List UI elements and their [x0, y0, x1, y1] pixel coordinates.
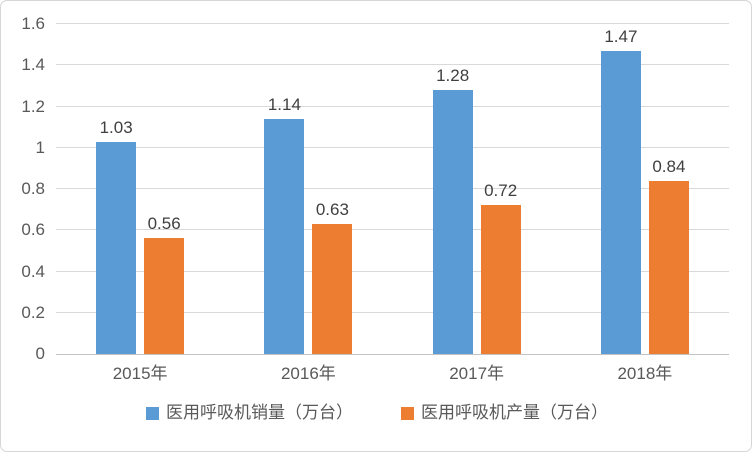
gridline — [56, 188, 729, 189]
gridline — [56, 64, 729, 66]
x-axis-line — [56, 354, 729, 355]
bar-value-label: 0.56 — [147, 214, 181, 233]
bar-series1-2016年 — [264, 119, 305, 354]
bar-series1-2018年 — [600, 51, 641, 354]
bar-value-label: 1.03 — [99, 118, 133, 137]
x-category-label: 2015年 — [112, 364, 168, 383]
bar-series1-2015年 — [96, 142, 137, 354]
y-tick-label: 1.2 — [21, 96, 45, 116]
y-tick-label: 0.2 — [21, 302, 45, 322]
legend: 医用呼吸机销量（万台） 医用呼吸机产量（万台） — [1, 403, 751, 423]
gridline — [56, 105, 729, 107]
legend-label: 医用呼吸机产量（万台） — [421, 403, 608, 422]
bar-series2-2015年 — [144, 238, 185, 354]
bar-series2-2016年 — [312, 224, 353, 354]
y-tick-label: 0.6 — [21, 220, 45, 240]
bar-series2-2017年 — [480, 205, 521, 354]
gridline — [56, 311, 729, 313]
gridline — [56, 23, 729, 24]
legend-swatch-icon — [146, 406, 159, 420]
y-tick-label: 0.4 — [21, 261, 45, 281]
bar-series1-2017年 — [432, 90, 473, 354]
legend-label: 医用呼吸机销量（万台） — [166, 403, 353, 422]
y-tick-label: 0.8 — [21, 179, 45, 198]
y-tick-label: 1.6 — [21, 14, 45, 33]
bar-series2-2018年 — [648, 181, 689, 354]
bar-value-label: 0.72 — [484, 181, 518, 200]
legend-item-series1: 医用呼吸机销量（万台） — [146, 403, 353, 423]
legend-swatch-icon — [401, 406, 414, 420]
bar-value-label: 0.84 — [652, 157, 686, 176]
gridline — [56, 229, 729, 231]
bar-value-label: 1.28 — [436, 66, 470, 85]
gridline — [56, 270, 729, 272]
bar-value-label: 1.14 — [267, 95, 301, 114]
x-category-label: 2018年 — [617, 364, 673, 383]
x-category-label: 2016年 — [280, 364, 336, 383]
gridline — [56, 146, 729, 148]
legend-item-series2: 医用呼吸机产量（万台） — [401, 403, 608, 423]
y-tick-label: 1.4 — [21, 55, 45, 75]
bar-value-label: 0.63 — [315, 200, 349, 219]
y-tick-label: 1 — [35, 137, 45, 157]
bar-value-label: 1.47 — [604, 27, 638, 46]
y-tick-label: 0 — [35, 344, 45, 363]
x-category-label: 2017年 — [449, 364, 505, 383]
